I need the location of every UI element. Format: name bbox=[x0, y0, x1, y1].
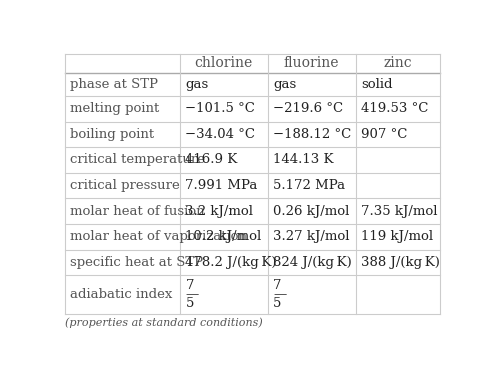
Text: 478.2 J/(kg K): 478.2 J/(kg K) bbox=[185, 256, 277, 269]
Text: specific heat at STP: specific heat at STP bbox=[70, 256, 203, 269]
Text: 3.27 kJ/mol: 3.27 kJ/mol bbox=[274, 230, 350, 243]
Text: 10.2 kJ/mol: 10.2 kJ/mol bbox=[185, 230, 262, 243]
Text: 5: 5 bbox=[274, 297, 282, 310]
Text: 0.26 kJ/mol: 0.26 kJ/mol bbox=[274, 205, 350, 218]
Text: adiabatic index: adiabatic index bbox=[70, 288, 173, 301]
Text: critical pressure: critical pressure bbox=[70, 179, 180, 192]
Text: —: — bbox=[274, 288, 286, 301]
Text: gas: gas bbox=[274, 78, 297, 91]
Text: phase at STP: phase at STP bbox=[70, 78, 158, 91]
Text: 907 °C: 907 °C bbox=[361, 128, 408, 141]
Text: 119 kJ/mol: 119 kJ/mol bbox=[361, 230, 433, 243]
Text: solid: solid bbox=[361, 78, 393, 91]
Text: 7: 7 bbox=[185, 279, 194, 292]
Text: −101.5 °C: −101.5 °C bbox=[185, 102, 255, 115]
Text: −34.04 °C: −34.04 °C bbox=[185, 128, 255, 141]
Text: 416.9 K: 416.9 K bbox=[185, 153, 238, 166]
Text: molar heat of fusion: molar heat of fusion bbox=[70, 205, 205, 218]
Text: fluorine: fluorine bbox=[284, 56, 339, 70]
Text: 3.2 kJ/mol: 3.2 kJ/mol bbox=[185, 205, 253, 218]
Text: (properties at standard conditions): (properties at standard conditions) bbox=[66, 318, 263, 328]
Text: −219.6 °C: −219.6 °C bbox=[274, 102, 344, 115]
Text: chlorine: chlorine bbox=[195, 56, 253, 70]
Text: 5: 5 bbox=[185, 297, 194, 310]
Text: −188.12 °C: −188.12 °C bbox=[274, 128, 352, 141]
Text: 7.35 kJ/mol: 7.35 kJ/mol bbox=[361, 205, 438, 218]
Text: 419.53 °C: 419.53 °C bbox=[361, 102, 429, 115]
Text: 5.172 MPa: 5.172 MPa bbox=[274, 179, 346, 192]
Text: 144.13 K: 144.13 K bbox=[274, 153, 334, 166]
Text: 7.991 MPa: 7.991 MPa bbox=[185, 179, 258, 192]
Text: zinc: zinc bbox=[384, 56, 412, 70]
Text: 7: 7 bbox=[274, 279, 282, 292]
Text: 824 J/(kg K): 824 J/(kg K) bbox=[274, 256, 352, 269]
Text: molar heat of vaporization: molar heat of vaporization bbox=[70, 230, 247, 243]
Text: melting point: melting point bbox=[70, 102, 159, 115]
Text: —: — bbox=[185, 288, 199, 301]
Text: gas: gas bbox=[185, 78, 209, 91]
Text: boiling point: boiling point bbox=[70, 128, 154, 141]
Text: critical temperature: critical temperature bbox=[70, 153, 205, 166]
Text: 388 J/(kg K): 388 J/(kg K) bbox=[361, 256, 440, 269]
